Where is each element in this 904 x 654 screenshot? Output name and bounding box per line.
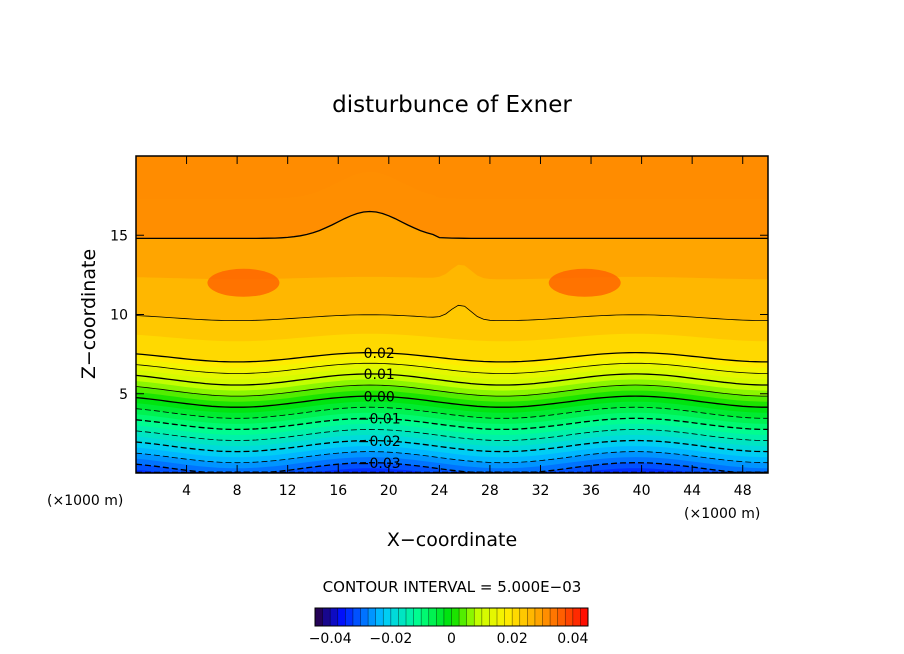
colorbar-swatch [436, 608, 445, 626]
x-tick-label: 12 [279, 483, 297, 499]
y-tick-label: 10 [110, 308, 128, 324]
contour-label: 0.01 [364, 367, 395, 383]
contour-label: −0.01 [358, 412, 401, 428]
y-axis-label: Z−coordinate [78, 249, 100, 379]
contour-fills [136, 156, 768, 473]
contour-line [136, 362, 768, 374]
colorbar-swatch [580, 608, 589, 626]
x-tick-label: 24 [430, 483, 448, 499]
x-tick-label: 36 [582, 483, 600, 499]
x-tick-label: 4 [182, 483, 191, 499]
contour-label: −0.02 [358, 434, 401, 450]
contour-line [136, 395, 768, 408]
contour-line [136, 373, 768, 386]
contour-line [136, 462, 768, 473]
colorbar-swatch [512, 608, 521, 626]
colorbar-swatch [330, 608, 339, 626]
contour-line [136, 451, 768, 464]
colorbar-swatch [565, 608, 574, 626]
colorbar-swatch [474, 608, 483, 626]
contour-line [136, 417, 768, 431]
colorbar-swatch [390, 608, 399, 626]
x-tick-label: 20 [380, 483, 398, 499]
colorbar-swatch [451, 608, 460, 626]
colorbar-swatch [542, 608, 551, 626]
contour-line [136, 304, 768, 322]
contour-lines [136, 210, 768, 473]
contour-line [136, 439, 768, 453]
colorbar-swatch [322, 608, 331, 626]
colorbar-swatch [315, 608, 324, 626]
contour-label: −0.03 [358, 456, 401, 472]
colorbar-swatch [534, 608, 543, 626]
x-tick-label: 28 [481, 483, 499, 499]
colorbar-swatch [519, 608, 528, 626]
colorbar-swatch [413, 608, 422, 626]
colorbar-frame [314, 607, 589, 627]
contour-labels: 0.02 0.01 0.00 −0.01 −0.02 −0.03 [358, 346, 401, 472]
colorbar-swatch [481, 608, 490, 626]
contour-line [136, 428, 768, 441]
colorbar-swatch [428, 608, 437, 626]
colorbar-tick-label: 0.02 [497, 631, 528, 647]
colorbar-swatch [398, 608, 407, 626]
colorbar-tick-label: −0.02 [369, 631, 412, 647]
colorbar-swatch [489, 608, 498, 626]
x-tick-label: 8 [233, 483, 242, 499]
contour-blob [207, 268, 280, 297]
colorbar-swatch [345, 608, 354, 626]
colorbar-tick-label: 0 [447, 631, 456, 647]
colorbar-swatch [368, 608, 377, 626]
x-unit-left: (×1000 m) [47, 493, 123, 509]
contour-label: 0.00 [364, 389, 395, 405]
colorbar: −0.04 −0.02 0 0.02 0.04 [309, 607, 589, 647]
contour-field [136, 156, 768, 473]
x-tick-label: 16 [329, 483, 347, 499]
colorbar-swatch [352, 608, 361, 626]
colorbar-swatch [557, 608, 566, 626]
contour-band [136, 468, 768, 473]
y-axis: 5 10 15 [110, 228, 768, 403]
colorbar-tick-label: −0.04 [309, 631, 352, 647]
colorbar-swatch [406, 608, 415, 626]
chart-title: disturbunce of Exner [332, 92, 572, 118]
contour-line [136, 210, 768, 240]
contour-blob [548, 268, 621, 297]
colorbar-swatch [466, 608, 475, 626]
contour-line [136, 351, 768, 363]
colorbar-swatch [550, 608, 559, 626]
colorbar-swatch [443, 608, 452, 626]
x-unit-right: (×1000 m) [684, 506, 760, 522]
colorbar-swatch [459, 608, 468, 626]
contour-line [136, 384, 768, 397]
colorbar-swatch [497, 608, 506, 626]
y-tick-label: 15 [110, 228, 128, 244]
x-tick-label: 48 [734, 483, 752, 499]
x-tick-label: 44 [683, 483, 701, 499]
colorbar-swatch [504, 608, 513, 626]
x-tick-label: 40 [633, 483, 651, 499]
contour-label: 0.02 [364, 346, 395, 362]
x-axis: 4 8 12 16 20 24 28 32 36 40 44 48 [182, 156, 752, 499]
colorbar-swatch [383, 608, 392, 626]
colorbar-swatch [337, 608, 346, 626]
colorbar-swatch [360, 608, 369, 626]
colorbar-swatch [572, 608, 581, 626]
contour-line [136, 406, 768, 419]
x-tick-label: 32 [532, 483, 550, 499]
colorbar-swatch [527, 608, 536, 626]
colorbar-tick-label: 0.04 [557, 631, 588, 647]
y-tick-label: 5 [119, 387, 128, 403]
x-axis-label: X−coordinate [387, 529, 517, 551]
contour-interval: CONTOUR INTERVAL = 5.000E−03 [323, 578, 582, 596]
colorbar-swatch [421, 608, 430, 626]
colorbar-swatch [375, 608, 384, 626]
